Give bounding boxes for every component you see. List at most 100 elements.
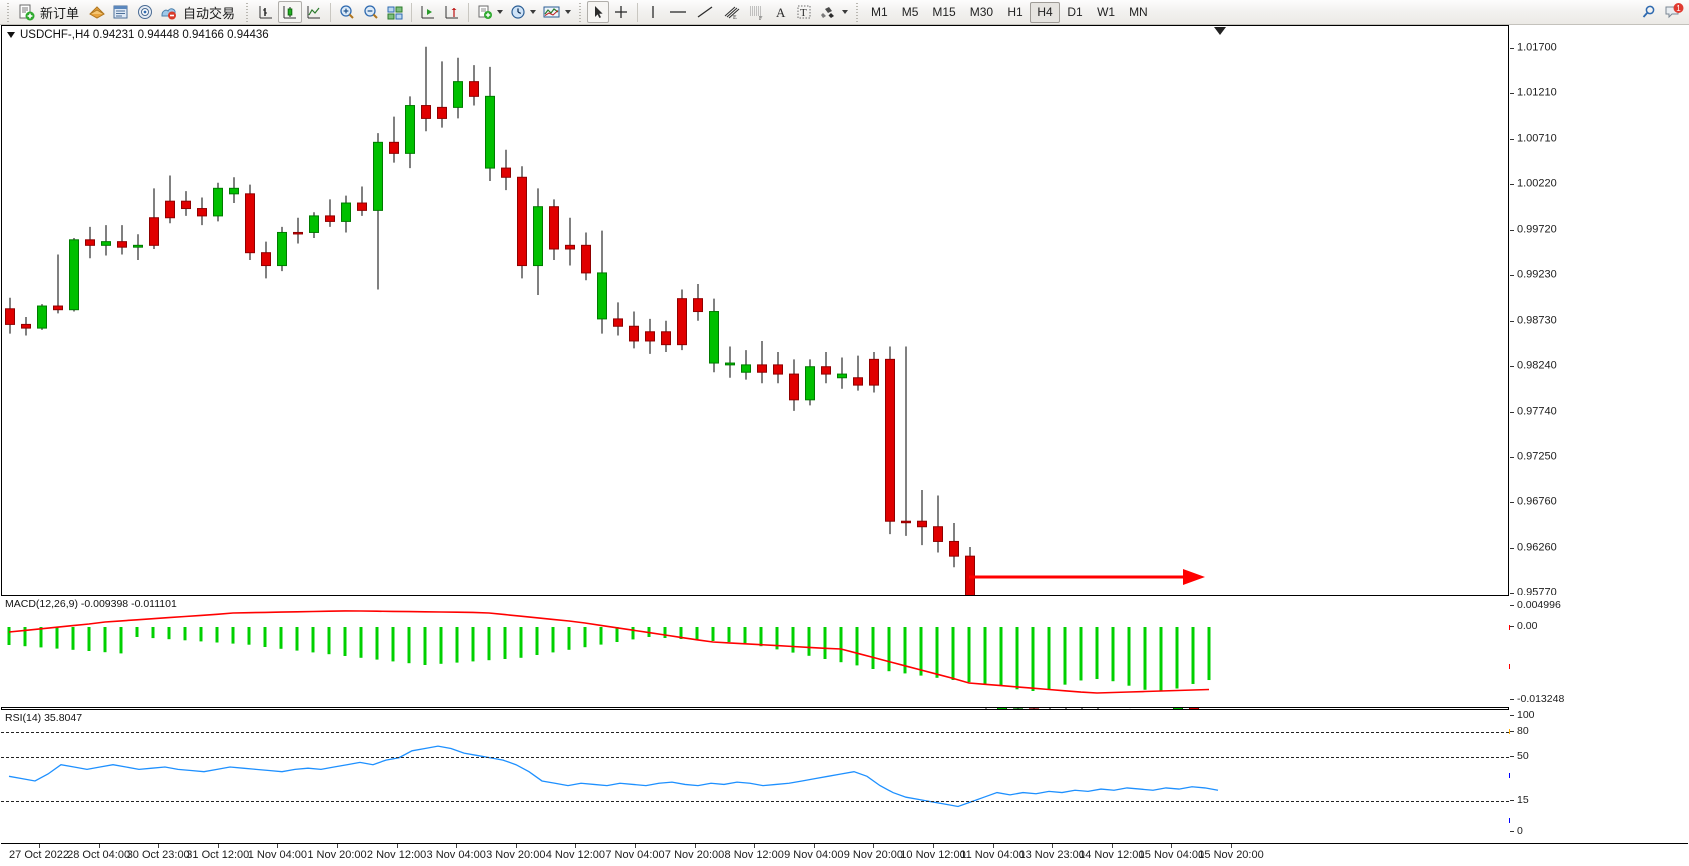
templates-caret-icon[interactable] — [497, 10, 504, 14]
indicators-button[interactable] — [539, 1, 574, 23]
tile-windows-button[interactable] — [383, 1, 407, 23]
new-order-label: 新订单 — [40, 5, 80, 21]
templates-button[interactable] — [473, 1, 506, 23]
time-tick-label: 3 Nov 20:00 — [486, 849, 546, 861]
macd-indicator-window[interactable]: MACD(12,26,9) -0.009398 -0.011101 — [1, 595, 1509, 708]
toolbar-grip-2[interactable] — [244, 2, 252, 22]
time-tick — [694, 844, 696, 848]
price-tick-label: 0.96760 — [1517, 495, 1557, 508]
time-tick-label: 15 Nov 04:00 — [1138, 849, 1205, 861]
indicators-caret-icon[interactable] — [565, 10, 572, 14]
horizontal-line-button[interactable] — [664, 1, 692, 23]
macd-header: MACD(12,26,9) -0.009398 -0.011101 — [5, 598, 177, 610]
price-tick — [1510, 47, 1514, 49]
rsi-series — [8, 745, 1219, 808]
crosshair-button[interactable] — [609, 1, 633, 23]
time-tick-label: 9 Nov 20:00 — [843, 849, 904, 861]
shapes-button[interactable] — [816, 1, 851, 23]
expert-advisor-button[interactable] — [85, 1, 109, 23]
toolbar-grip-3[interactable] — [577, 2, 585, 22]
vertical-line-button[interactable] — [642, 1, 664, 23]
price-tick-label: 0.98730 — [1517, 314, 1557, 327]
auto-scroll-button[interactable] — [440, 1, 464, 23]
price-tick — [1510, 501, 1514, 503]
time-tick-label: 7 Nov 04:00 — [605, 849, 665, 861]
shapes-caret-icon[interactable] — [842, 10, 849, 14]
bar-chart-button[interactable] — [254, 1, 278, 23]
time-tick-label: 2 Nov 12:00 — [366, 849, 427, 861]
cursor-button[interactable] — [587, 1, 610, 23]
search-button[interactable] — [1637, 1, 1661, 23]
timeframe-h1[interactable]: H1 — [1007, 5, 1023, 19]
zoom-out-icon — [364, 4, 378, 19]
equidistant-channel-button[interactable]: E — [718, 1, 744, 23]
red-arrow-annotation[interactable] — [967, 564, 1207, 590]
timeframe-mn[interactable]: MN — [1129, 5, 1148, 19]
time-tick-label: 4 Nov 12:00 — [545, 849, 606, 861]
text-label-icon: T — [797, 5, 811, 19]
price-tick — [1510, 138, 1514, 140]
chart-dropdown-icon[interactable] — [7, 32, 15, 38]
vertical-line-icon — [652, 5, 654, 18]
timeframe-h4[interactable]: H4 — [1030, 1, 1061, 23]
time-tick-label: 9 Nov 04:00 — [784, 849, 844, 861]
time-tick-label: 1 Nov 04:00 — [247, 849, 308, 861]
rsi-indicator-window[interactable]: RSI(14) 35.8047 — [1, 709, 1509, 843]
candlestick-chart-button[interactable] — [278, 1, 303, 23]
notification-count: 1 — [1676, 4, 1681, 13]
macd-series — [7, 610, 1211, 694]
time-tick-label: 30 Oct 23:00 — [126, 849, 190, 861]
trendline-button[interactable] — [692, 1, 718, 23]
svg-text:F: F — [759, 16, 763, 21]
timeframe-d1[interactable]: D1 — [1067, 5, 1083, 19]
auto-trading-icon — [161, 7, 177, 19]
rsi-axis-label-100: 100 — [1517, 709, 1535, 721]
timeframe-w1[interactable]: W1 — [1097, 5, 1116, 19]
new-order-button[interactable]: 新订单 — [15, 1, 85, 23]
timeframe-m5[interactable]: M5 — [901, 5, 919, 19]
timeframe-m15[interactable]: M15 — [932, 5, 956, 19]
rsi-axis-label-0: 0 — [1517, 825, 1523, 837]
timeframe-m30[interactable]: M30 — [969, 5, 994, 19]
auto-trading-button[interactable]: 自动交易 — [157, 1, 241, 23]
fibonacci-button[interactable]: F — [744, 1, 770, 23]
time-tick-label: 31 Oct 12:00 — [186, 849, 250, 861]
period-button[interactable] — [506, 1, 539, 23]
zoom-out-button[interactable] — [359, 1, 383, 23]
text-label-button[interactable]: T — [792, 1, 816, 23]
time-tick-label: 15 Nov 20:00 — [1198, 849, 1264, 861]
time-tick — [515, 844, 517, 848]
price-tick — [1510, 183, 1514, 185]
price-tick — [1510, 365, 1514, 367]
toolbar-grip-4[interactable] — [854, 2, 862, 22]
price-tick — [1510, 92, 1514, 94]
toolbar-grip[interactable] — [5, 2, 12, 22]
alerts-button[interactable]: 1 — [1661, 1, 1687, 23]
zoom-in-icon — [340, 4, 354, 19]
rsi-header: RSI(14) 35.8047 — [5, 712, 83, 724]
time-tick-label: 28 Oct 04:00 — [67, 849, 131, 861]
shift-end-button[interactable] — [416, 1, 440, 23]
text-button[interactable]: A — [770, 1, 792, 23]
time-tick — [158, 844, 160, 848]
time-tick — [456, 844, 458, 848]
navigator-button[interactable] — [133, 1, 157, 23]
line-chart-button[interactable] — [302, 1, 326, 23]
macd-axis-label-zero: 0.00 — [1517, 620, 1538, 632]
rsi-axis-label-50: 50 — [1517, 750, 1529, 762]
data-window-button[interactable] — [109, 1, 133, 23]
time-axis[interactable]: 27 Oct 2022 28 Oct 04:00 30 Oct 23:00 31 Oc… — [1, 843, 1688, 866]
time-tick — [635, 844, 636, 848]
time-tick — [39, 844, 40, 848]
timeframe-m1[interactable]: M1 — [871, 5, 888, 19]
time-tick-label: 10 Nov 12:00 — [900, 849, 966, 861]
price-tick-label: 0.99720 — [1517, 223, 1557, 236]
period-caret-icon[interactable] — [530, 10, 537, 14]
zoom-in-button[interactable] — [335, 1, 359, 23]
price-tick — [1510, 456, 1514, 458]
collapse-arrow-icon[interactable] — [1214, 27, 1226, 35]
candlestick-chart-icon — [283, 5, 297, 18]
toolbar-separator — [330, 2, 332, 22]
time-tick — [337, 844, 338, 848]
